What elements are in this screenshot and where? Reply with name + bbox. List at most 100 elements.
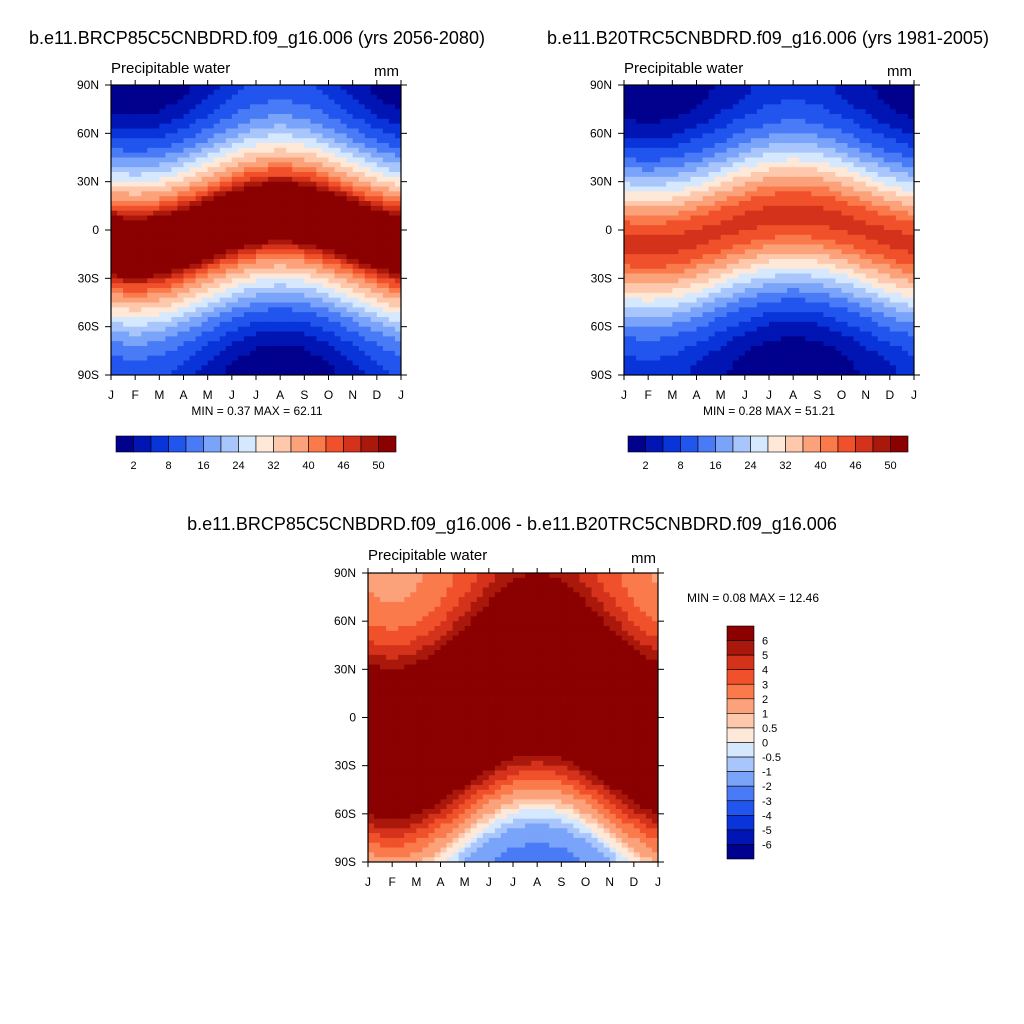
heatmap-cell [262, 215, 269, 221]
heatmap-cell [340, 205, 348, 212]
heatmap-cell [141, 176, 148, 183]
heatmap-cell [648, 263, 655, 270]
heatmap-cell [135, 172, 142, 178]
heatmap-cell [249, 365, 257, 371]
heatmap-cell [207, 312, 215, 318]
heatmap-cell [726, 360, 734, 366]
heatmap-cell [268, 259, 275, 265]
heatmap-cell [660, 259, 667, 265]
heatmap-cell [237, 331, 245, 337]
heatmap-cell [817, 365, 824, 371]
heatmap-cell [775, 244, 782, 250]
heatmap-cell [756, 181, 764, 187]
chart-panel-2: b.e11.B20TRC5CNBDRD.f09_g16.006 (yrs 198… [547, 28, 989, 472]
heatmap-cell [787, 157, 794, 163]
heatmap-cell [219, 317, 227, 323]
heatmap-cell [690, 201, 697, 207]
heatmap-cell [793, 128, 800, 134]
heatmap-cell [702, 104, 709, 110]
heatmap-cell [636, 336, 643, 342]
heatmap-cell [672, 239, 679, 245]
heatmap-cell [117, 99, 124, 105]
heatmap-cell [775, 133, 782, 139]
heatmap-cell [666, 210, 673, 216]
heatmap-cell [141, 109, 148, 115]
heatmap-cell [147, 201, 154, 207]
heatmap-cell [328, 302, 335, 308]
heatmap-cell [340, 297, 348, 303]
heatmap-cell [769, 220, 776, 226]
heatmap-cell [328, 205, 335, 212]
heatmap-cell [213, 181, 221, 187]
heatmap-cell [750, 302, 758, 308]
heatmap-cell [340, 288, 348, 294]
heatmap-cell [123, 172, 130, 178]
heatmap-cell [153, 128, 160, 134]
heatmap-cell [159, 118, 166, 125]
heatmap-cell [123, 104, 130, 110]
heatmap-cell [642, 283, 649, 289]
heatmap-cell [732, 307, 740, 313]
heatmap-cell [286, 288, 293, 294]
heatmap-cell [195, 99, 203, 105]
heatmap-cell [201, 94, 209, 100]
heatmap-cell [696, 239, 703, 245]
heatmap-cell [249, 172, 257, 178]
heatmap-cell [262, 278, 269, 284]
heatmap-cell [111, 326, 118, 332]
heatmap-cell [189, 297, 196, 303]
heatmap-cell [334, 196, 341, 202]
heatmap-cell [135, 128, 142, 134]
heatmap-cell [382, 94, 390, 100]
heatmap-cell [219, 186, 227, 192]
heatmap-cell [219, 273, 227, 279]
heatmap-cell [382, 162, 390, 168]
heatmap-cell [153, 133, 160, 139]
heatmap-cell [636, 118, 643, 125]
heatmap-cell [129, 123, 136, 129]
heatmap-cell [304, 350, 311, 357]
heatmap-cell [799, 278, 806, 284]
heatmap-cell [726, 133, 734, 139]
heatmap-cell [696, 167, 703, 173]
heatmap-cell [769, 104, 776, 110]
heatmap-cell [298, 191, 305, 197]
heatmap-cell [744, 292, 752, 299]
heatmap-cell [177, 118, 184, 125]
heatmap-cell [322, 336, 329, 342]
heatmap-cell [141, 210, 148, 216]
heatmap-cell [231, 297, 239, 303]
heatmap-cell [744, 128, 752, 134]
heatmap-cell [207, 210, 215, 216]
heatmap-cell [732, 302, 740, 308]
heatmap-cell [292, 268, 299, 274]
heatmap-cell [708, 114, 716, 120]
heatmap-cell [189, 355, 196, 361]
heatmap-cell [243, 355, 251, 361]
heatmap-cell [769, 167, 776, 173]
heatmap-cell [696, 85, 703, 91]
heatmap-cell [696, 162, 703, 168]
heatmap-cell [195, 288, 203, 294]
heatmap-cell [744, 176, 752, 183]
heatmap-cell [811, 234, 818, 241]
heatmap-cell [756, 196, 764, 202]
heatmap-cell [231, 254, 239, 260]
heatmap-cell [141, 244, 148, 250]
heatmap-cell [817, 297, 824, 303]
heatmap-cell [268, 292, 275, 299]
heatmap-cell [201, 172, 209, 178]
heatmap-cell [195, 321, 203, 328]
heatmap-cell [328, 118, 335, 125]
heatmap-cell [690, 350, 697, 357]
heatmap-cell [732, 201, 740, 207]
heatmap-cell [624, 370, 631, 376]
heatmap-cell [781, 128, 788, 134]
heatmap-cell [666, 109, 673, 115]
heatmap-cell [256, 360, 263, 366]
heatmap-cell [207, 157, 215, 163]
heatmap-cell [171, 244, 178, 250]
heatmap-cell [769, 259, 776, 265]
heatmap-cell [714, 210, 722, 216]
heatmap-cell [298, 138, 305, 144]
